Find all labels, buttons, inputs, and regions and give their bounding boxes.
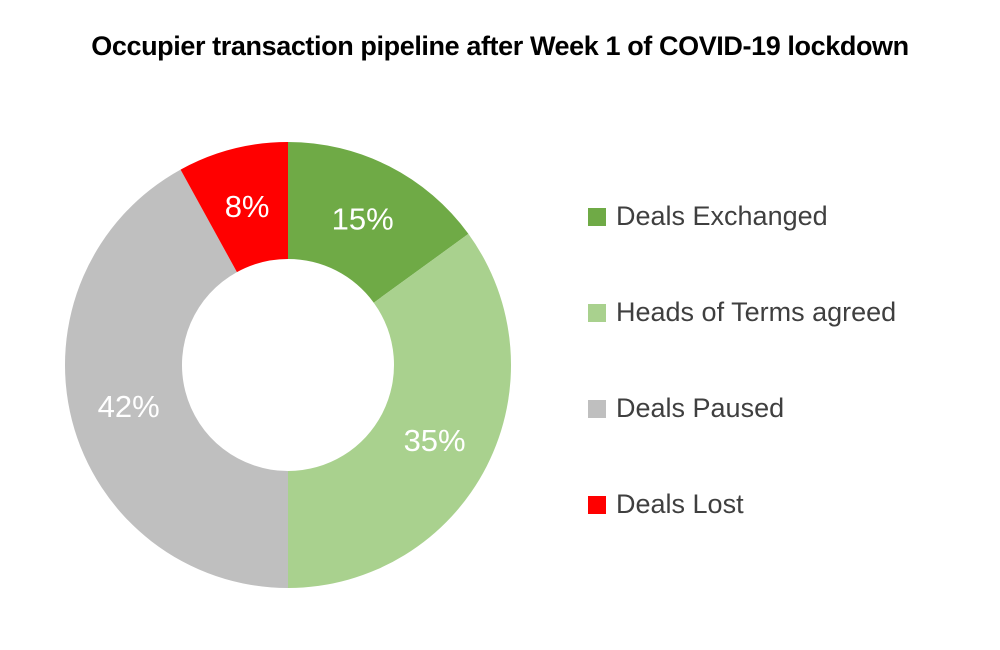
donut-segment-heads-of-terms-agreed <box>288 233 512 589</box>
legend-label: Deals Paused <box>616 393 785 423</box>
legend-swatch-icon <box>588 207 606 226</box>
segment-value-label-deals-exchanged: 15% <box>332 202 394 237</box>
legend: Deals Exchanged Heads of Terms agreed De… <box>588 201 897 519</box>
segment-value-label-deals-lost: 8% <box>225 189 270 224</box>
donut-segment-deals-paused <box>64 169 288 588</box>
legend-swatch-icon <box>588 303 606 322</box>
donut-segment-deals-exchanged <box>288 142 469 303</box>
legend-label: Heads of Terms agreed <box>616 297 897 327</box>
chart-title: Occupier transaction pipeline after Week… <box>91 31 909 61</box>
legend-item-heads-of-terms-agreed: Heads of Terms agreed <box>588 297 897 327</box>
legend-item-deals-exchanged: Deals Exchanged <box>588 201 896 231</box>
legend-label: Deals Exchanged <box>616 201 828 231</box>
legend-swatch-icon <box>588 495 606 514</box>
segment-value-label-deals-paused: 42% <box>98 389 160 424</box>
segment-value-label-heads-of-terms-agreed: 35% <box>404 423 466 458</box>
legend-item-deals-lost: Deals Lost <box>588 489 896 519</box>
legend-label: Deals Lost <box>616 489 744 519</box>
donut-segment-deals-lost <box>180 142 288 273</box>
legend-item-deals-paused: Deals Paused <box>588 393 896 423</box>
legend-swatch-icon <box>588 399 606 418</box>
